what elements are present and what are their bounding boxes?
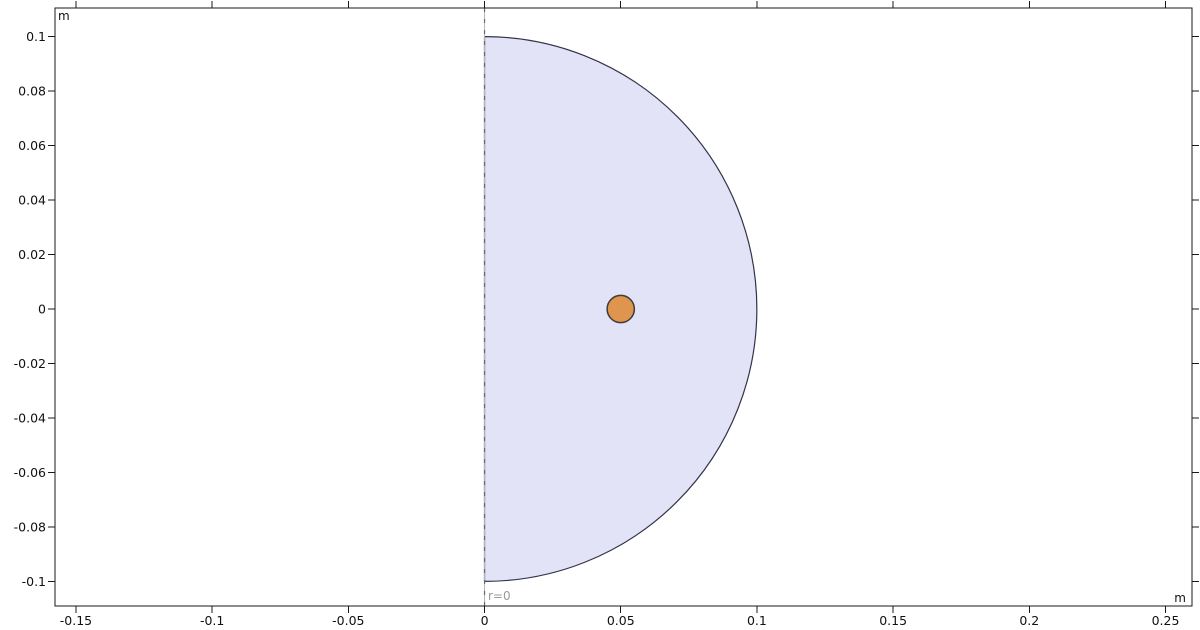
symmetry-axis-label: r=0 (488, 589, 511, 603)
small-circle[interactable] (606, 294, 636, 324)
shapes-layer (483, 8, 758, 606)
x-tick-label: 0.1 (747, 613, 767, 628)
plot-frame (54, 7, 1193, 607)
y-tick-label: 0.04 (18, 193, 46, 208)
x-tick-label: -0.05 (332, 613, 364, 628)
x-axis-unit-label: m (1174, 591, 1186, 605)
y-tick-label: 0.06 (18, 138, 46, 153)
y-tick-label: 0.02 (18, 247, 46, 262)
x-tick-label: 0.05 (607, 613, 635, 628)
y-axis-unit-label: m (58, 9, 70, 23)
x-tick-label: -0.1 (200, 613, 224, 628)
y-tick-label: -0.08 (14, 519, 46, 534)
semicircle-domain-boundary (484, 36, 758, 583)
y-tick-label: 0.08 (18, 84, 46, 99)
y-tick-label: -0.02 (14, 356, 46, 371)
x-tick-label: 0.25 (1152, 613, 1180, 628)
x-tick-label: 0.2 (1019, 613, 1039, 628)
tick-labels-layer: -0.15 -0.1 -0.05 0 0.05 0.1 0.15 0.2 0.25 0.1 0.08… (14, 29, 1180, 628)
y-tick-label: -0.1 (22, 574, 46, 589)
x-tick-label: 0.15 (879, 613, 907, 628)
y-tick-label: 0 (38, 302, 46, 317)
x-tick-label: 0 (481, 613, 489, 628)
y-tick-label: -0.04 (14, 410, 46, 425)
frame-layer (54, 7, 1193, 607)
x-tick-label: -0.15 (60, 613, 92, 628)
y-tick-label: 0.1 (26, 29, 46, 44)
y-tick-label: -0.06 (14, 465, 46, 480)
ticks-layer (48, 1, 1199, 613)
